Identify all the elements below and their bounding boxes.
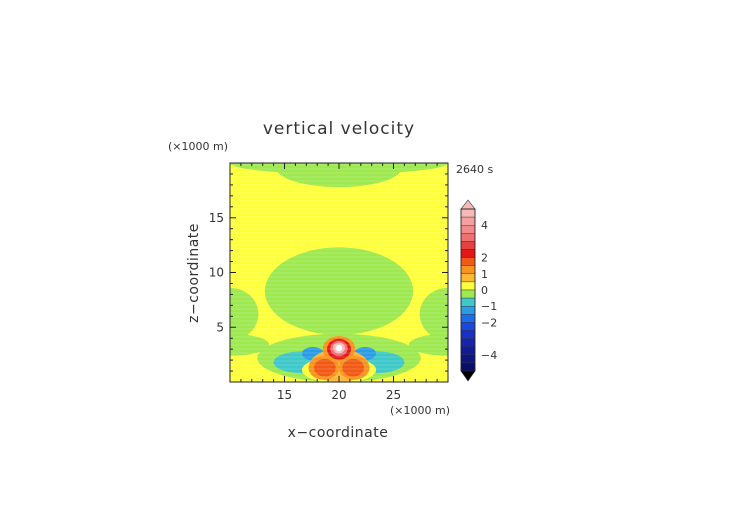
colorbar-swatch <box>460 289 476 299</box>
colorbar-tick-label: −1 <box>481 300 497 313</box>
colorbar-tick-label: 1 <box>481 268 488 281</box>
colorbar-frame <box>460 208 476 372</box>
field-contour-2 <box>275 163 403 188</box>
colorbar-tick-label: 0 <box>481 284 488 297</box>
y-tick-label: 5 <box>216 320 224 334</box>
colorbar-swatch <box>460 265 476 275</box>
colorbar-tick-label: −4 <box>481 349 497 362</box>
colorbar-swatch <box>460 338 476 347</box>
colorbar-swatch <box>460 224 476 234</box>
colorbar-swatch <box>460 322 476 331</box>
field-contour-18 <box>342 359 365 377</box>
colorbar-swatch <box>460 314 476 323</box>
colorbar-tick-label: 2 <box>481 252 488 265</box>
field-contour-4 <box>230 287 259 341</box>
colorbar-swatch <box>460 330 476 339</box>
colorbar-swatch <box>460 273 476 283</box>
colorbar-swatch <box>460 233 476 242</box>
colorbar-under-triangle <box>460 370 476 382</box>
colorbar-swatch <box>460 208 476 218</box>
colorbar-over-triangle <box>460 199 476 210</box>
x-tick-label: 15 <box>277 388 292 402</box>
colorbar-swatch <box>460 297 476 307</box>
x-axis-unit: (×1000 m) <box>390 404 450 417</box>
colorbar-swatch <box>460 362 476 372</box>
x-axis-label: x−coordinate <box>288 425 389 441</box>
colorbar-swatch <box>460 257 476 266</box>
hatch-overlay <box>230 164 448 382</box>
field-contour-6 <box>230 333 270 356</box>
x-axis: 15 20 25 <box>240 163 438 402</box>
y-tick-label: 15 <box>209 211 224 225</box>
colorbar-tick-label: 4 <box>481 219 488 232</box>
x-tick-label: 20 <box>331 388 346 402</box>
colorbar-swatch <box>460 241 476 250</box>
field-contour-3 <box>264 247 414 335</box>
colorbar-swatch <box>460 306 476 315</box>
y-axis: 5 10 15 <box>209 173 448 372</box>
colorbar-swatch <box>460 249 476 258</box>
field-contour-7 <box>408 333 448 356</box>
colorbar-tick-label: −2 <box>481 316 497 329</box>
y-axis-label: z−coordinate <box>186 223 202 323</box>
time-label: 2640 s <box>456 163 493 176</box>
chart-title: vertical velocity <box>263 119 415 139</box>
colorbar-swatch <box>460 216 476 226</box>
colorbar-swatch <box>460 346 476 356</box>
contour-field <box>230 163 448 382</box>
field-contour-5 <box>419 287 448 341</box>
colorbar-swatch <box>460 281 476 291</box>
x-tick-label: 25 <box>386 388 401 402</box>
field-contour-23 <box>335 344 343 352</box>
y-axis-unit: (×1000 m) <box>168 140 228 153</box>
y-tick-label: 10 <box>209 266 224 280</box>
colorbar: 4 2 1 0 −1 −2 −4 <box>460 199 497 382</box>
field-contour-17 <box>313 359 336 377</box>
colorbar-swatch <box>460 354 476 364</box>
